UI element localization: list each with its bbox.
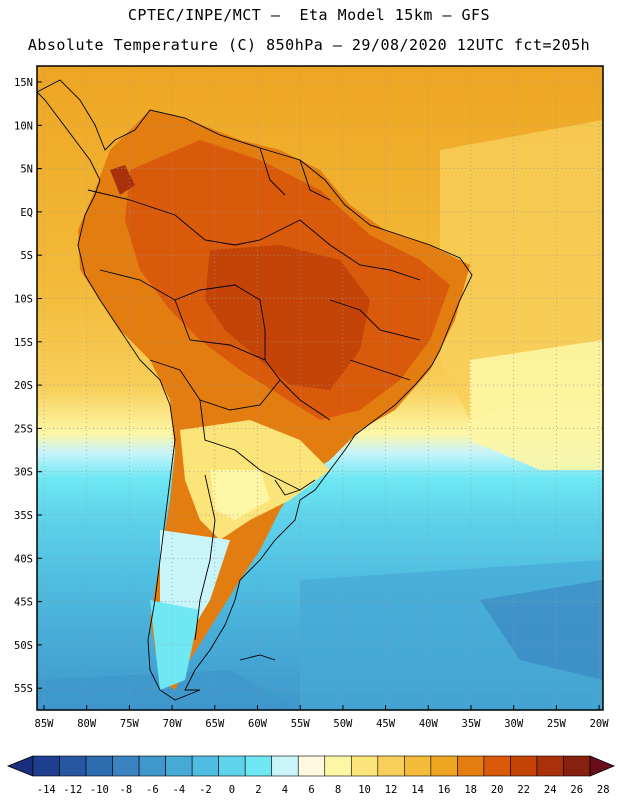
colorbar-tick-label: 8 xyxy=(335,784,341,796)
lon-label: 65W xyxy=(205,718,225,730)
colorbar-tick-label: 12 xyxy=(385,784,398,796)
lon-label: 40W xyxy=(419,718,439,730)
graticule xyxy=(37,66,603,710)
colorbar-swatch xyxy=(430,755,458,777)
colorbar-tick-label: 10 xyxy=(358,784,371,796)
colorbar-under-arrow xyxy=(6,755,34,777)
lon-label: 25W xyxy=(547,718,567,730)
latitude-labels: 15N 10N 5N EQ 5S 10S 15S 20S 25S 30S 35S 40S 45S 50S 5… xyxy=(14,77,42,695)
colorbar-swatch xyxy=(32,755,60,777)
colorbar-tick-label: -10 xyxy=(90,784,109,796)
lat-label: 5S xyxy=(20,250,33,262)
colorbar-swatch xyxy=(112,755,140,777)
colorbar-swatch xyxy=(324,755,352,777)
colorbar-swatch xyxy=(404,755,432,777)
colorbar-swatch xyxy=(191,755,219,777)
lat-label: 15N xyxy=(14,77,33,89)
lon-label: 70W xyxy=(163,718,183,730)
lon-label: 85W xyxy=(35,718,55,730)
colorbar-tick-label: 28 xyxy=(597,784,610,796)
coastline xyxy=(37,79,473,701)
map-frame xyxy=(36,65,604,711)
colorbar-tick-label: 20 xyxy=(491,784,504,796)
lon-label: 30W xyxy=(504,718,524,730)
lat-label: 20S xyxy=(14,380,33,392)
colorbar-swatch xyxy=(536,755,564,777)
lat-label: 25S xyxy=(14,423,33,435)
lon-label: 80W xyxy=(77,718,97,730)
lat-label: 5N xyxy=(20,164,33,176)
lon-label: 75W xyxy=(120,718,140,730)
colorbar-swatch xyxy=(138,755,166,777)
temperature-map xyxy=(37,66,603,710)
colorbar-tick-label: 18 xyxy=(464,784,477,796)
colorbar-swatch xyxy=(59,755,87,777)
colorbar-tick-label: 16 xyxy=(438,784,451,796)
colorbar-swatch xyxy=(297,755,326,777)
lon-label: 45W xyxy=(376,718,396,730)
colorbar-tick-label: 2 xyxy=(255,784,261,796)
lon-label: 60W xyxy=(248,718,268,730)
lat-label: 10N xyxy=(14,120,33,132)
colorbar-tick-label: -8 xyxy=(120,784,133,796)
colorbar-swatch xyxy=(457,755,485,777)
colorbar-tick-label: 0 xyxy=(229,784,235,796)
colorbar-tick-label: -6 xyxy=(146,784,159,796)
colorbar-tick-label: 14 xyxy=(411,784,424,796)
lat-label: 45S xyxy=(14,597,33,609)
chart-title-line1: CPTEC/INPE/MCT – Eta Model 15km – GFS xyxy=(127,6,491,24)
colorbar-swatch xyxy=(165,755,193,777)
colorbar-tick-label: -12 xyxy=(63,784,82,796)
lat-label: 55S xyxy=(14,683,33,695)
chart-title-line2: Absolute Temperature (C) 850hPa – 29/08/… xyxy=(27,36,591,54)
lat-label: EQ xyxy=(20,207,33,219)
colorbar-swatch xyxy=(244,755,273,777)
colorbar-tick-label: 4 xyxy=(282,784,288,796)
colorbar-tick-label: -2 xyxy=(199,784,212,796)
lon-label: 35W xyxy=(462,718,482,730)
colorbar-swatch xyxy=(218,755,246,777)
colorbar-over-arrow xyxy=(589,755,616,777)
colorbar-swatch xyxy=(510,755,538,777)
colorbar-swatch xyxy=(85,755,113,777)
colorbar-swatch xyxy=(350,755,379,777)
lat-label: 10S xyxy=(14,294,33,306)
longitude-labels: 85W 80W 75W 70W 65W 60W 55W 50W 45W 40W 35W 30W 25W 2… xyxy=(35,705,610,730)
colorbar: -14 -12 -10 -8 -6 -4 -2 0 2 4 6 8 10 12 14 16 18 20 22 24 26… xyxy=(6,755,616,796)
colorbar-tick-label: 24 xyxy=(544,784,557,796)
colorbar-tick-label: -4 xyxy=(173,784,186,796)
lon-label: 55W xyxy=(291,718,311,730)
colorbar-swatch xyxy=(377,755,405,777)
colorbar-tick-label: 6 xyxy=(308,784,314,796)
lat-label: 50S xyxy=(14,640,33,652)
lon-label: 20W xyxy=(590,718,610,730)
colorbar-swatch xyxy=(563,755,591,777)
lat-label: 15S xyxy=(14,337,33,349)
lon-label: 50W xyxy=(333,718,353,730)
colorbar-swatch xyxy=(271,755,299,777)
lat-label: 40S xyxy=(14,553,33,565)
lat-label: 30S xyxy=(14,467,33,479)
colorbar-tick-label: 26 xyxy=(570,784,583,796)
colorbar-tick-label: 22 xyxy=(517,784,530,796)
colorbar-swatch xyxy=(483,755,511,777)
colorbar-tick-label: -14 xyxy=(37,784,56,796)
lat-label: 35S xyxy=(14,510,33,522)
